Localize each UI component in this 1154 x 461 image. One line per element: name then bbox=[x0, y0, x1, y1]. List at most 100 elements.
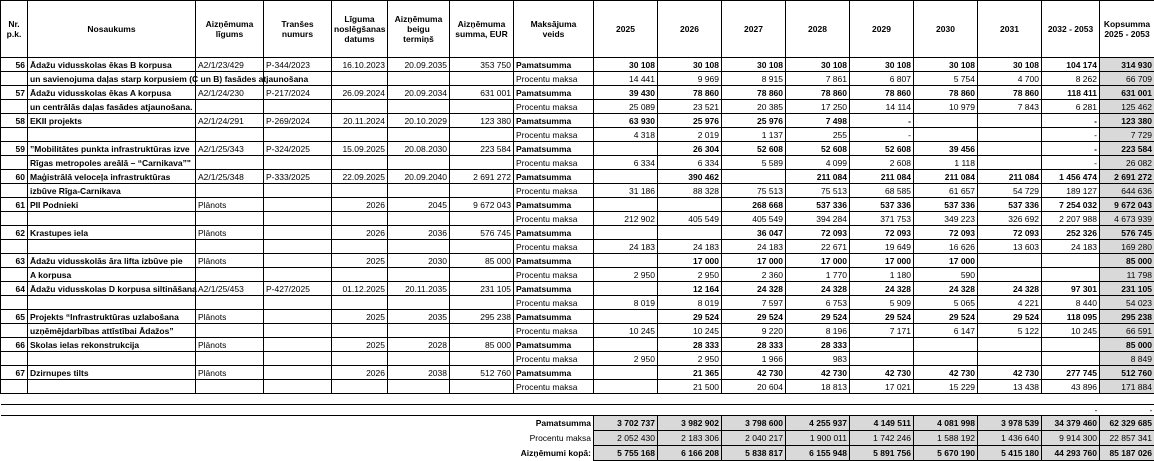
loan-tranche bbox=[263, 379, 332, 394]
row-number: 62 bbox=[0, 225, 28, 240]
payment-value: 104 174 bbox=[1041, 57, 1100, 72]
loan-amount bbox=[449, 351, 514, 366]
payment-value bbox=[593, 141, 658, 156]
payment-value: 277 745 bbox=[1041, 365, 1100, 380]
loan-signed: 2025 bbox=[331, 253, 388, 268]
payment-value: 42 730 bbox=[913, 365, 978, 380]
row-number bbox=[0, 155, 28, 170]
payment-value: 17 000 bbox=[785, 253, 850, 268]
empty-cell bbox=[331, 404, 388, 416]
project-name: Ādažu vidusskolas D korpusa siltināšana bbox=[27, 281, 197, 296]
payment-value: 5 754 bbox=[913, 71, 978, 86]
payment-value: 52 608 bbox=[721, 141, 786, 156]
payment-value: - bbox=[1041, 155, 1100, 170]
project-name: Skolas ielas rekonstrukcija bbox=[27, 337, 196, 352]
payment-value: 1 180 bbox=[849, 267, 914, 282]
loan-agreement: Plānots bbox=[195, 365, 264, 380]
payment-value: 78 860 bbox=[977, 85, 1042, 100]
payment-value: 405 549 bbox=[721, 211, 786, 226]
payment-type: Procentu maksa bbox=[513, 155, 594, 170]
loan-tranche bbox=[263, 197, 332, 212]
payment-value: 52 608 bbox=[785, 141, 850, 156]
payment-value: 20 385 bbox=[721, 99, 786, 114]
payment-value: 15 229 bbox=[913, 379, 978, 394]
loan-signed bbox=[331, 211, 388, 226]
payment-type: Procentu maksa bbox=[513, 323, 594, 338]
totals-value: 85 187 026 bbox=[1099, 445, 1154, 461]
project-name: ”Mobilitātes punkta infrastruktūras izve bbox=[27, 141, 196, 156]
column-header: 2025 bbox=[593, 0, 658, 58]
payment-value: 1 118 bbox=[913, 155, 978, 170]
payment-value: 211 084 bbox=[785, 169, 850, 184]
loan-end: 20.09.2035 bbox=[387, 57, 450, 72]
empty-cell bbox=[721, 393, 786, 405]
payment-value: 7 729 bbox=[1099, 127, 1154, 142]
payment-value: 1 966 bbox=[721, 351, 786, 366]
payment-type: Pamatsumma bbox=[513, 85, 594, 100]
payment-value: 2 950 bbox=[657, 267, 722, 282]
payment-value bbox=[1041, 267, 1100, 282]
column-header: 2028 bbox=[785, 0, 850, 58]
row-number bbox=[0, 183, 28, 198]
loan-amount bbox=[449, 99, 514, 114]
project-name bbox=[27, 295, 196, 310]
payment-value: 24 328 bbox=[849, 281, 914, 296]
payment-value: 24 328 bbox=[977, 281, 1042, 296]
payment-value: 21 500 bbox=[657, 379, 722, 394]
project-name: PII Podnieki bbox=[27, 197, 196, 212]
loan-end bbox=[387, 323, 450, 338]
payment-value: 17 021 bbox=[849, 379, 914, 394]
payment-value: 7 597 bbox=[721, 295, 786, 310]
payment-value: 72 093 bbox=[977, 225, 1042, 240]
payment-value: 9 220 bbox=[721, 323, 786, 338]
payment-value: 2 950 bbox=[593, 267, 658, 282]
loan-end: 2035 bbox=[387, 309, 450, 324]
payment-value: 11 798 bbox=[1099, 267, 1154, 282]
payment-value: 17 000 bbox=[913, 253, 978, 268]
loan-agreement: Plānots bbox=[195, 337, 264, 352]
payment-value: 983 bbox=[785, 351, 850, 366]
empty-cell bbox=[195, 393, 264, 405]
data-row: Procentu maksa 2 950 2 950 1 966 983 8 849 bbox=[0, 351, 1154, 366]
payment-value: 326 692 bbox=[977, 211, 1042, 226]
totals-value: 34 379 460 bbox=[1041, 415, 1100, 431]
data-row: 65 Projekts “Infrastruktūras uzlabošana Pl… bbox=[0, 309, 1154, 324]
payment-type: Pamatsumma bbox=[513, 57, 594, 72]
payment-type: Procentu maksa bbox=[513, 183, 594, 198]
empty-cell bbox=[849, 393, 914, 405]
loan-tranche bbox=[263, 295, 332, 310]
loan-end: 2045 bbox=[387, 197, 450, 212]
project-name: Ādažu vidusskolās āra lifta izbūve pie bbox=[27, 253, 196, 268]
payment-value: 28 333 bbox=[785, 337, 850, 352]
project-name: izbūve Rīga-Carnikava bbox=[27, 183, 196, 198]
payment-value: 26 304 bbox=[657, 141, 722, 156]
row-number: 61 bbox=[0, 197, 28, 212]
payment-value: 268 668 bbox=[721, 197, 786, 212]
data-row: izbūve Rīga-Carnikava Procentu maksa 31 18… bbox=[0, 183, 1154, 198]
empty-cell bbox=[913, 393, 978, 405]
row-number bbox=[0, 323, 28, 338]
payment-value: 78 860 bbox=[721, 85, 786, 100]
payment-value: - bbox=[1041, 141, 1100, 156]
payment-value bbox=[977, 267, 1042, 282]
payment-value bbox=[849, 351, 914, 366]
project-name: EKII projekts bbox=[27, 113, 196, 128]
payment-value: 36 047 bbox=[721, 225, 786, 240]
data-row: un centrālās daļas fasādes atjaunošana. P… bbox=[0, 99, 1154, 114]
loan-amount bbox=[449, 379, 514, 394]
empty-cell bbox=[387, 404, 450, 416]
payment-value: 24 328 bbox=[913, 281, 978, 296]
payment-value: 30 108 bbox=[913, 57, 978, 72]
project-name: Projekts “Infrastruktūras uzlabošana bbox=[27, 309, 196, 324]
empty-cell bbox=[593, 393, 658, 405]
loan-tranche bbox=[263, 351, 332, 366]
loan-tranche bbox=[263, 225, 332, 240]
loan-agreement: A2/1/25/453 bbox=[195, 281, 264, 296]
payment-value: 4 673 939 bbox=[1099, 211, 1154, 226]
payment-value: 1 137 bbox=[721, 127, 786, 142]
row-number bbox=[0, 295, 28, 310]
payment-type: Pamatsumma bbox=[513, 365, 594, 380]
payment-value bbox=[1041, 351, 1100, 366]
loan-end: 20.09.2034 bbox=[387, 85, 450, 100]
payment-type: Pamatsumma bbox=[513, 197, 594, 212]
